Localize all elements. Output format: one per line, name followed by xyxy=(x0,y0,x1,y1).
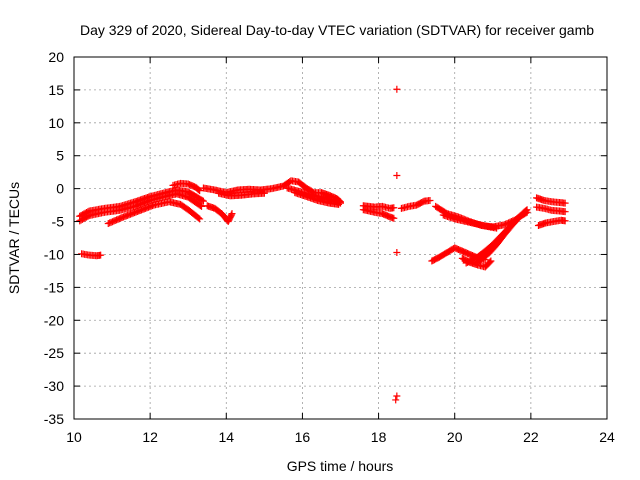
x-tick-label: 24 xyxy=(599,429,615,445)
data-point-arc-i-top xyxy=(561,199,569,207)
data-point-outlier-a xyxy=(393,171,401,179)
x-tick-label: 18 xyxy=(371,429,387,445)
y-tick-label: 15 xyxy=(48,82,64,98)
x-tick-label: 22 xyxy=(523,429,539,445)
x-tick-label: 14 xyxy=(218,429,234,445)
x-tick-label: 12 xyxy=(142,429,158,445)
data-point-arc-a-upper xyxy=(199,197,207,205)
data-point-outlier-c xyxy=(393,392,401,400)
y-tick-label: 0 xyxy=(56,181,64,197)
y-tick-label: -25 xyxy=(44,345,64,361)
data-point-arc-h2 xyxy=(487,257,495,265)
axis-ticks: 10 12 14 16 18 20 22 24 20 15 10 5 0 -5 -10 -15 -20 -25 -3… xyxy=(44,49,615,445)
data-point-arc-g2 xyxy=(493,224,501,232)
x-tick-label: 16 xyxy=(295,429,311,445)
y-tick-label: -10 xyxy=(44,246,64,262)
data-point-arc-i-low xyxy=(561,217,569,225)
data-point-arc-f xyxy=(426,196,434,204)
chart-title: Day 329 of 2020, Sidereal Day-to-day VTE… xyxy=(80,22,594,38)
data-point-arc-c-drop xyxy=(227,211,235,219)
data-point-arc-e2 xyxy=(390,214,398,222)
data-point-arc-c-drop xyxy=(228,210,236,218)
y-tick-label: -35 xyxy=(44,411,64,427)
data-point-arc-a-lower xyxy=(196,215,204,223)
data-point-arc-a-mid xyxy=(198,202,206,210)
data-point-arc-a-mid xyxy=(196,202,204,210)
data-point-arc-b xyxy=(97,251,105,259)
x-axis-label: GPS time / hours xyxy=(287,458,394,474)
grid xyxy=(74,57,607,419)
y-tick-label: -30 xyxy=(44,378,64,394)
y-tick-label: -15 xyxy=(44,279,64,295)
data-point-arc-h4 xyxy=(522,209,530,217)
data-point-arc-e xyxy=(390,204,398,212)
data-point-outlier-top xyxy=(393,85,401,93)
data-point-arc-h4 xyxy=(523,208,531,216)
data-point-arc-a-top xyxy=(196,187,204,195)
y-tick-label: -5 xyxy=(52,214,65,230)
data-point-arc-h2 xyxy=(486,258,494,266)
data-point-arc-d3 xyxy=(335,200,343,208)
data-point-arc-i-mid xyxy=(561,208,569,216)
data-point-arc-a-lower xyxy=(194,214,202,222)
y-tick-label: 10 xyxy=(48,115,64,131)
y-tick-label: -20 xyxy=(44,312,64,328)
x-tick-label: 10 xyxy=(66,429,82,445)
data-point-outlier-d xyxy=(392,396,400,404)
plot-frame xyxy=(73,56,608,420)
y-axis-label: SDTVAR / TECUs xyxy=(6,182,22,294)
y-tick-label: 20 xyxy=(48,49,64,65)
x-tick-label: 20 xyxy=(447,429,463,445)
data-points xyxy=(76,85,569,404)
data-point-arc-a-upper xyxy=(198,196,206,204)
data-point-arc-a-top xyxy=(195,186,203,194)
y-tick-label: 5 xyxy=(56,148,64,164)
data-point-outlier-b xyxy=(393,248,401,256)
